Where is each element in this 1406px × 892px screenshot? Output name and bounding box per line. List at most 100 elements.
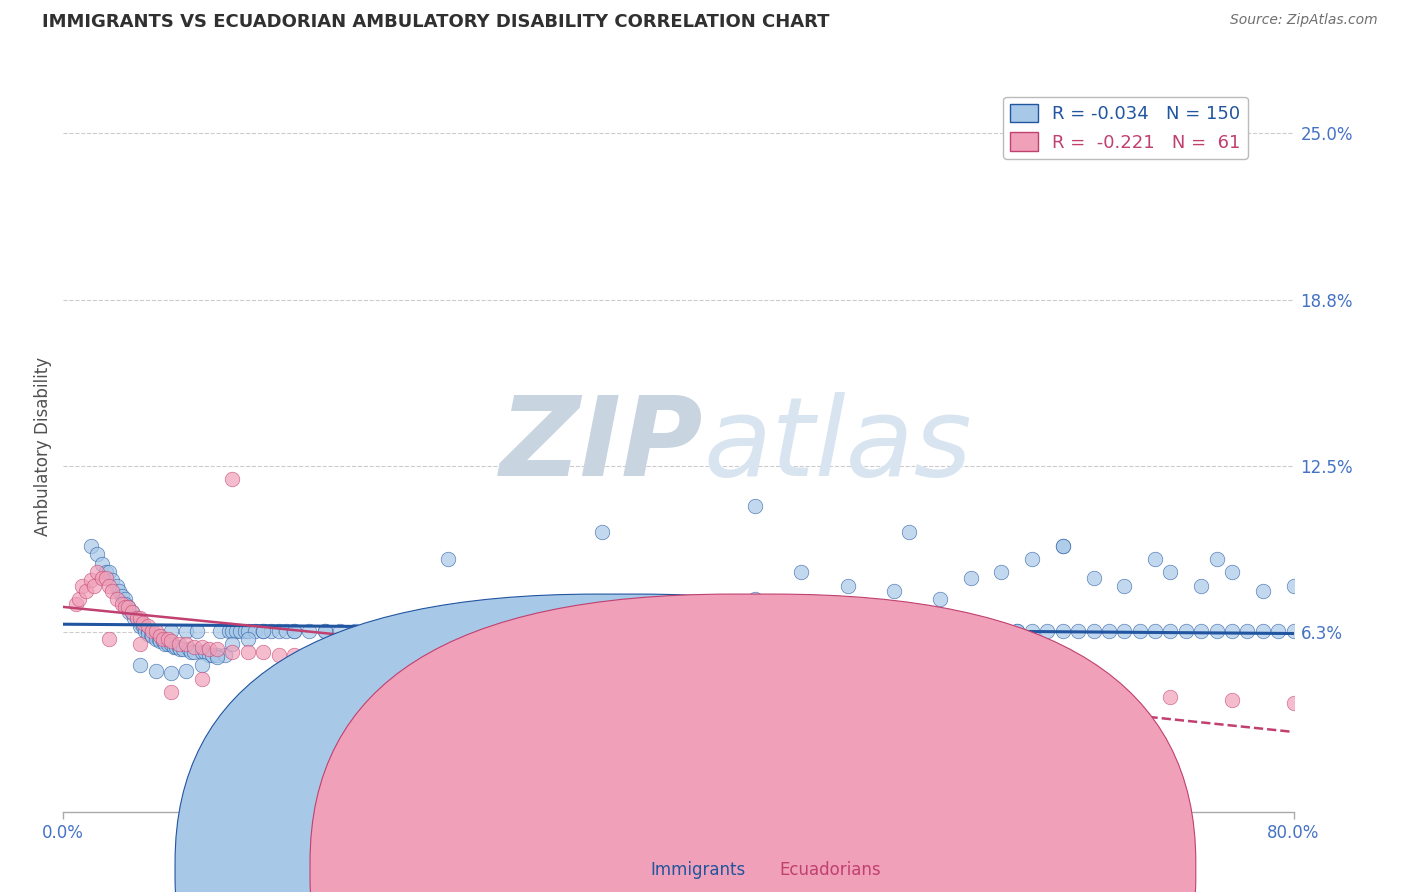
Point <box>205 650 228 665</box>
Point <box>221 645 243 659</box>
Point <box>201 648 224 662</box>
Point <box>75 584 97 599</box>
Point <box>136 618 159 632</box>
Point <box>1159 566 1181 580</box>
Point <box>114 597 136 611</box>
Point <box>148 632 170 646</box>
Point <box>149 629 172 643</box>
Point <box>90 558 112 572</box>
Point <box>1021 552 1043 566</box>
Point <box>1114 624 1136 638</box>
Point <box>127 610 148 624</box>
Point <box>314 624 336 638</box>
Point <box>974 682 997 697</box>
Point <box>1236 624 1258 638</box>
Point <box>118 605 141 619</box>
Point <box>391 624 413 638</box>
Point <box>1282 624 1305 638</box>
Point <box>117 599 139 614</box>
Point <box>1036 685 1059 699</box>
Text: Immigrants: Immigrants <box>650 861 745 879</box>
Point <box>252 645 274 659</box>
Point <box>80 574 103 588</box>
Point <box>225 624 247 638</box>
Point <box>513 624 536 638</box>
Point <box>759 624 782 638</box>
Point <box>344 624 367 638</box>
Point <box>198 648 221 662</box>
Point <box>145 632 167 646</box>
Text: Source: ZipAtlas.com: Source: ZipAtlas.com <box>1230 13 1378 28</box>
Point <box>406 624 429 638</box>
Point <box>928 591 950 606</box>
Point <box>141 624 163 638</box>
Point <box>105 579 128 593</box>
Point <box>1052 539 1074 553</box>
Point <box>114 591 136 606</box>
Point <box>283 624 305 638</box>
Point <box>214 648 236 662</box>
Point <box>1220 624 1243 638</box>
Point <box>160 666 183 681</box>
Point <box>267 624 290 638</box>
Point <box>728 672 751 686</box>
Point <box>165 640 187 654</box>
Point <box>1205 624 1227 638</box>
Point <box>105 591 128 606</box>
Point <box>149 634 172 648</box>
Point <box>236 624 259 638</box>
Point <box>391 656 413 670</box>
Point <box>1098 688 1121 702</box>
Point <box>122 610 145 624</box>
Point <box>606 624 628 638</box>
Point <box>1267 624 1289 638</box>
Point <box>360 624 382 638</box>
Point <box>136 624 159 638</box>
Point <box>1067 624 1090 638</box>
Point <box>153 637 176 651</box>
Text: ZIP: ZIP <box>499 392 703 500</box>
Point <box>283 624 305 638</box>
Point <box>129 658 152 673</box>
Point <box>174 624 197 638</box>
Point <box>127 610 148 624</box>
Point <box>145 664 167 678</box>
Point <box>883 584 905 599</box>
Point <box>467 624 489 638</box>
Point <box>160 637 183 651</box>
Point <box>86 566 108 580</box>
Point <box>267 648 290 662</box>
Point <box>163 640 186 654</box>
Point <box>790 674 813 689</box>
Point <box>98 566 121 580</box>
Point <box>96 571 118 585</box>
Point <box>160 634 183 648</box>
Point <box>98 579 121 593</box>
Point <box>101 584 124 599</box>
Point <box>167 637 190 651</box>
Point <box>1005 624 1028 638</box>
Point <box>298 650 321 665</box>
Y-axis label: Ambulatory Disability: Ambulatory Disability <box>34 357 52 535</box>
Point <box>314 624 336 638</box>
Point <box>529 624 551 638</box>
Point <box>174 637 197 651</box>
Point <box>167 640 190 654</box>
Point <box>914 624 936 638</box>
Point <box>544 624 567 638</box>
Point <box>190 672 212 686</box>
Point <box>1159 690 1181 705</box>
Point <box>1174 624 1197 638</box>
Point <box>98 632 121 646</box>
Point <box>198 642 221 657</box>
Point <box>1036 624 1059 638</box>
Point <box>209 624 232 638</box>
Point <box>252 624 274 638</box>
Point <box>637 624 659 638</box>
Point <box>169 642 191 657</box>
Point <box>790 624 813 638</box>
Point <box>218 624 240 638</box>
Point <box>852 624 875 638</box>
Point <box>1205 552 1227 566</box>
Point <box>821 624 844 638</box>
